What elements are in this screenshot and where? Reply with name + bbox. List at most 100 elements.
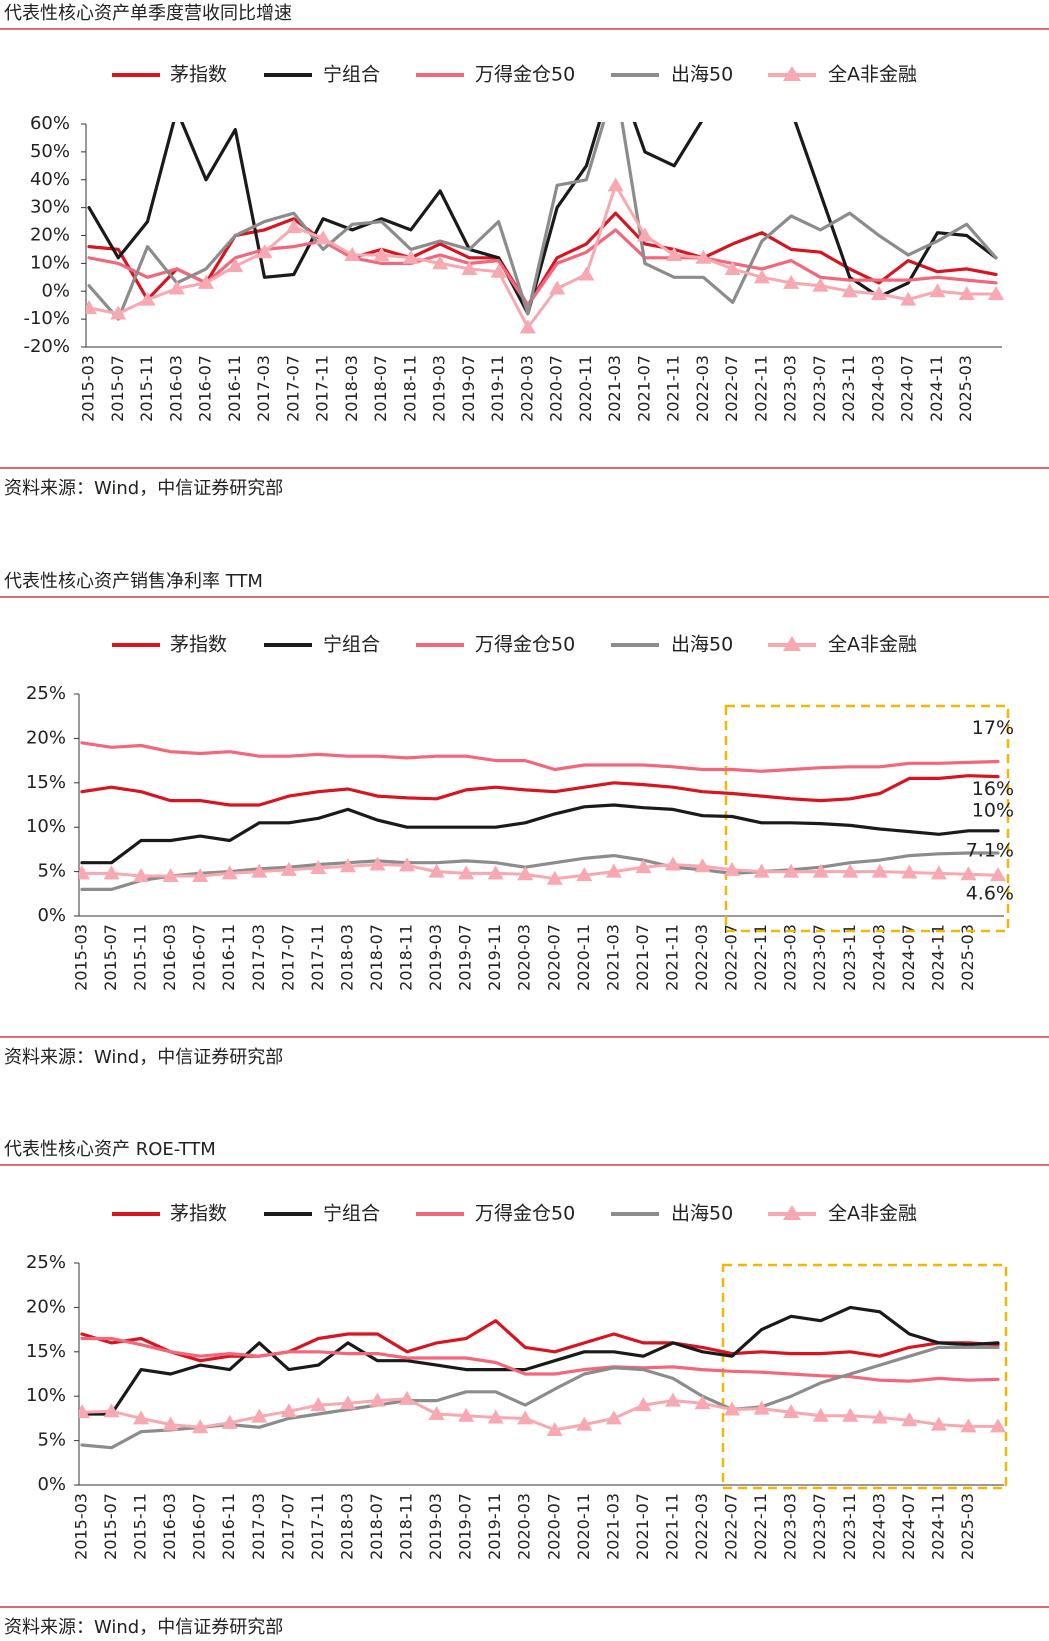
x-tick-label: 2024-07 xyxy=(898,355,917,422)
series-marker xyxy=(251,1408,268,1423)
x-tick-label: 2022-07 xyxy=(722,1493,741,1560)
x-tick-label: 2020-07 xyxy=(547,355,566,422)
legend-marker xyxy=(783,1205,801,1220)
series-line xyxy=(80,1345,1000,1450)
legend-marker xyxy=(783,636,801,651)
legend-label: 茅指数 xyxy=(170,1203,227,1225)
series-marker xyxy=(280,1403,297,1418)
x-tick-label: 2020-11 xyxy=(574,1493,593,1560)
series-line xyxy=(87,122,998,321)
chart-title: 代表性核心资产销售净利率 TTM xyxy=(4,571,263,592)
y-tick-label: 0% xyxy=(37,905,66,926)
y-tick-label: 15% xyxy=(26,772,66,793)
series-marker xyxy=(871,863,888,878)
x-tick-label: 2018-03 xyxy=(337,1493,356,1560)
series-marker xyxy=(103,1403,120,1418)
x-tick-label: 2019-03 xyxy=(426,1493,445,1560)
series-marker xyxy=(842,863,859,878)
series-marker xyxy=(251,863,268,878)
x-tick-label: 2022-07 xyxy=(722,924,741,991)
series-marker xyxy=(310,860,327,875)
series-marker xyxy=(664,1392,681,1407)
x-tick-label: 2017-11 xyxy=(308,924,327,991)
value-label: 16% xyxy=(972,778,1014,800)
x-tick-label: 2023-11 xyxy=(840,924,859,991)
series-marker xyxy=(79,865,90,880)
series-marker xyxy=(812,863,829,878)
series-marker xyxy=(753,269,770,284)
value-label: 10% xyxy=(972,799,1014,821)
y-tick-label: 25% xyxy=(26,1252,66,1273)
legend-label: 宁组合 xyxy=(323,64,380,86)
x-tick-label: 2022-03 xyxy=(692,1493,711,1560)
x-tick-label: 2015-03 xyxy=(72,1493,91,1560)
series-marker xyxy=(871,1409,888,1424)
series-marker xyxy=(578,266,595,281)
x-tick-label: 2025-03 xyxy=(956,355,975,422)
x-tick-label: 2015-11 xyxy=(131,1493,150,1560)
series-marker xyxy=(929,283,946,298)
x-tick-label: 2017-03 xyxy=(249,1493,268,1560)
legend-label: 全A非金融 xyxy=(828,64,917,86)
x-tick-label: 2025-03 xyxy=(958,924,977,991)
series-marker xyxy=(162,868,179,883)
legend-label: 宁组合 xyxy=(323,1203,380,1225)
y-tick-label: 30% xyxy=(30,197,70,218)
series-marker xyxy=(458,865,475,880)
x-tick-label: 2025-03 xyxy=(958,1493,977,1560)
x-tick-label: 2019-03 xyxy=(430,355,449,422)
plot-area xyxy=(86,122,1004,334)
series-marker xyxy=(666,247,683,262)
x-tick-label: 2021-11 xyxy=(662,1493,681,1560)
y-tick-label: 25% xyxy=(26,683,66,704)
legend-label: 茅指数 xyxy=(170,64,227,86)
series-marker xyxy=(310,1397,327,1412)
y-tick-label: 5% xyxy=(37,861,66,882)
x-tick-label: 2020-03 xyxy=(517,355,536,422)
x-tick-label: 2019-03 xyxy=(426,924,445,991)
x-tick-label: 2017-11 xyxy=(313,355,332,422)
x-tick-label: 2019-11 xyxy=(488,355,507,422)
x-tick-label: 2020-03 xyxy=(515,924,534,991)
series-marker xyxy=(133,1410,150,1425)
x-tick-label: 2016-07 xyxy=(196,355,215,422)
series-marker xyxy=(487,865,504,880)
x-tick-label: 2017-07 xyxy=(283,355,302,422)
series-marker xyxy=(490,263,507,278)
x-tick-label: 2018-03 xyxy=(342,355,361,422)
x-tick-label: 2015-07 xyxy=(101,924,120,991)
x-tick-label: 2024-07 xyxy=(899,1493,918,1560)
legend-label: 全A非金融 xyxy=(828,634,917,656)
x-tick-label: 2018-03 xyxy=(337,924,356,991)
legend-label: 万得金仓50 xyxy=(475,64,575,86)
series-marker xyxy=(103,865,120,880)
series-marker xyxy=(339,1395,356,1410)
x-tick-label: 2018-11 xyxy=(397,1493,416,1560)
x-tick-label: 2021-07 xyxy=(633,924,652,991)
series-marker xyxy=(812,1407,829,1422)
series-marker xyxy=(607,177,624,192)
x-tick-label: 2022-11 xyxy=(751,1493,770,1560)
series-marker xyxy=(635,1397,652,1412)
x-tick-label: 2021-11 xyxy=(664,355,683,422)
highlight-box xyxy=(724,704,1010,933)
series-marker xyxy=(546,870,563,885)
series-marker xyxy=(432,255,449,270)
x-tick-label: 2020-03 xyxy=(515,1493,534,1560)
y-tick-label: 40% xyxy=(30,169,70,190)
x-tick-label: 2019-11 xyxy=(485,924,504,991)
series-marker xyxy=(192,1419,209,1434)
x-tick-label: 2021-07 xyxy=(633,1493,652,1560)
series-marker xyxy=(988,286,1004,301)
chart: 代表性核心资产 ROE-TTM 资料来源：Wind，中信证券研究部 茅指数 宁组合 万得… xyxy=(0,1139,1049,1638)
series-marker xyxy=(227,258,244,273)
x-tick-label: 2019-07 xyxy=(456,1493,475,1560)
x-tick-label: 2018-07 xyxy=(371,355,390,422)
legend-label: 万得金仓50 xyxy=(475,1203,575,1225)
series-marker xyxy=(576,1416,593,1431)
series-line xyxy=(80,774,1000,807)
legend-label: 宁组合 xyxy=(323,634,380,656)
series-marker xyxy=(605,1410,622,1425)
series-marker xyxy=(990,1418,1006,1433)
